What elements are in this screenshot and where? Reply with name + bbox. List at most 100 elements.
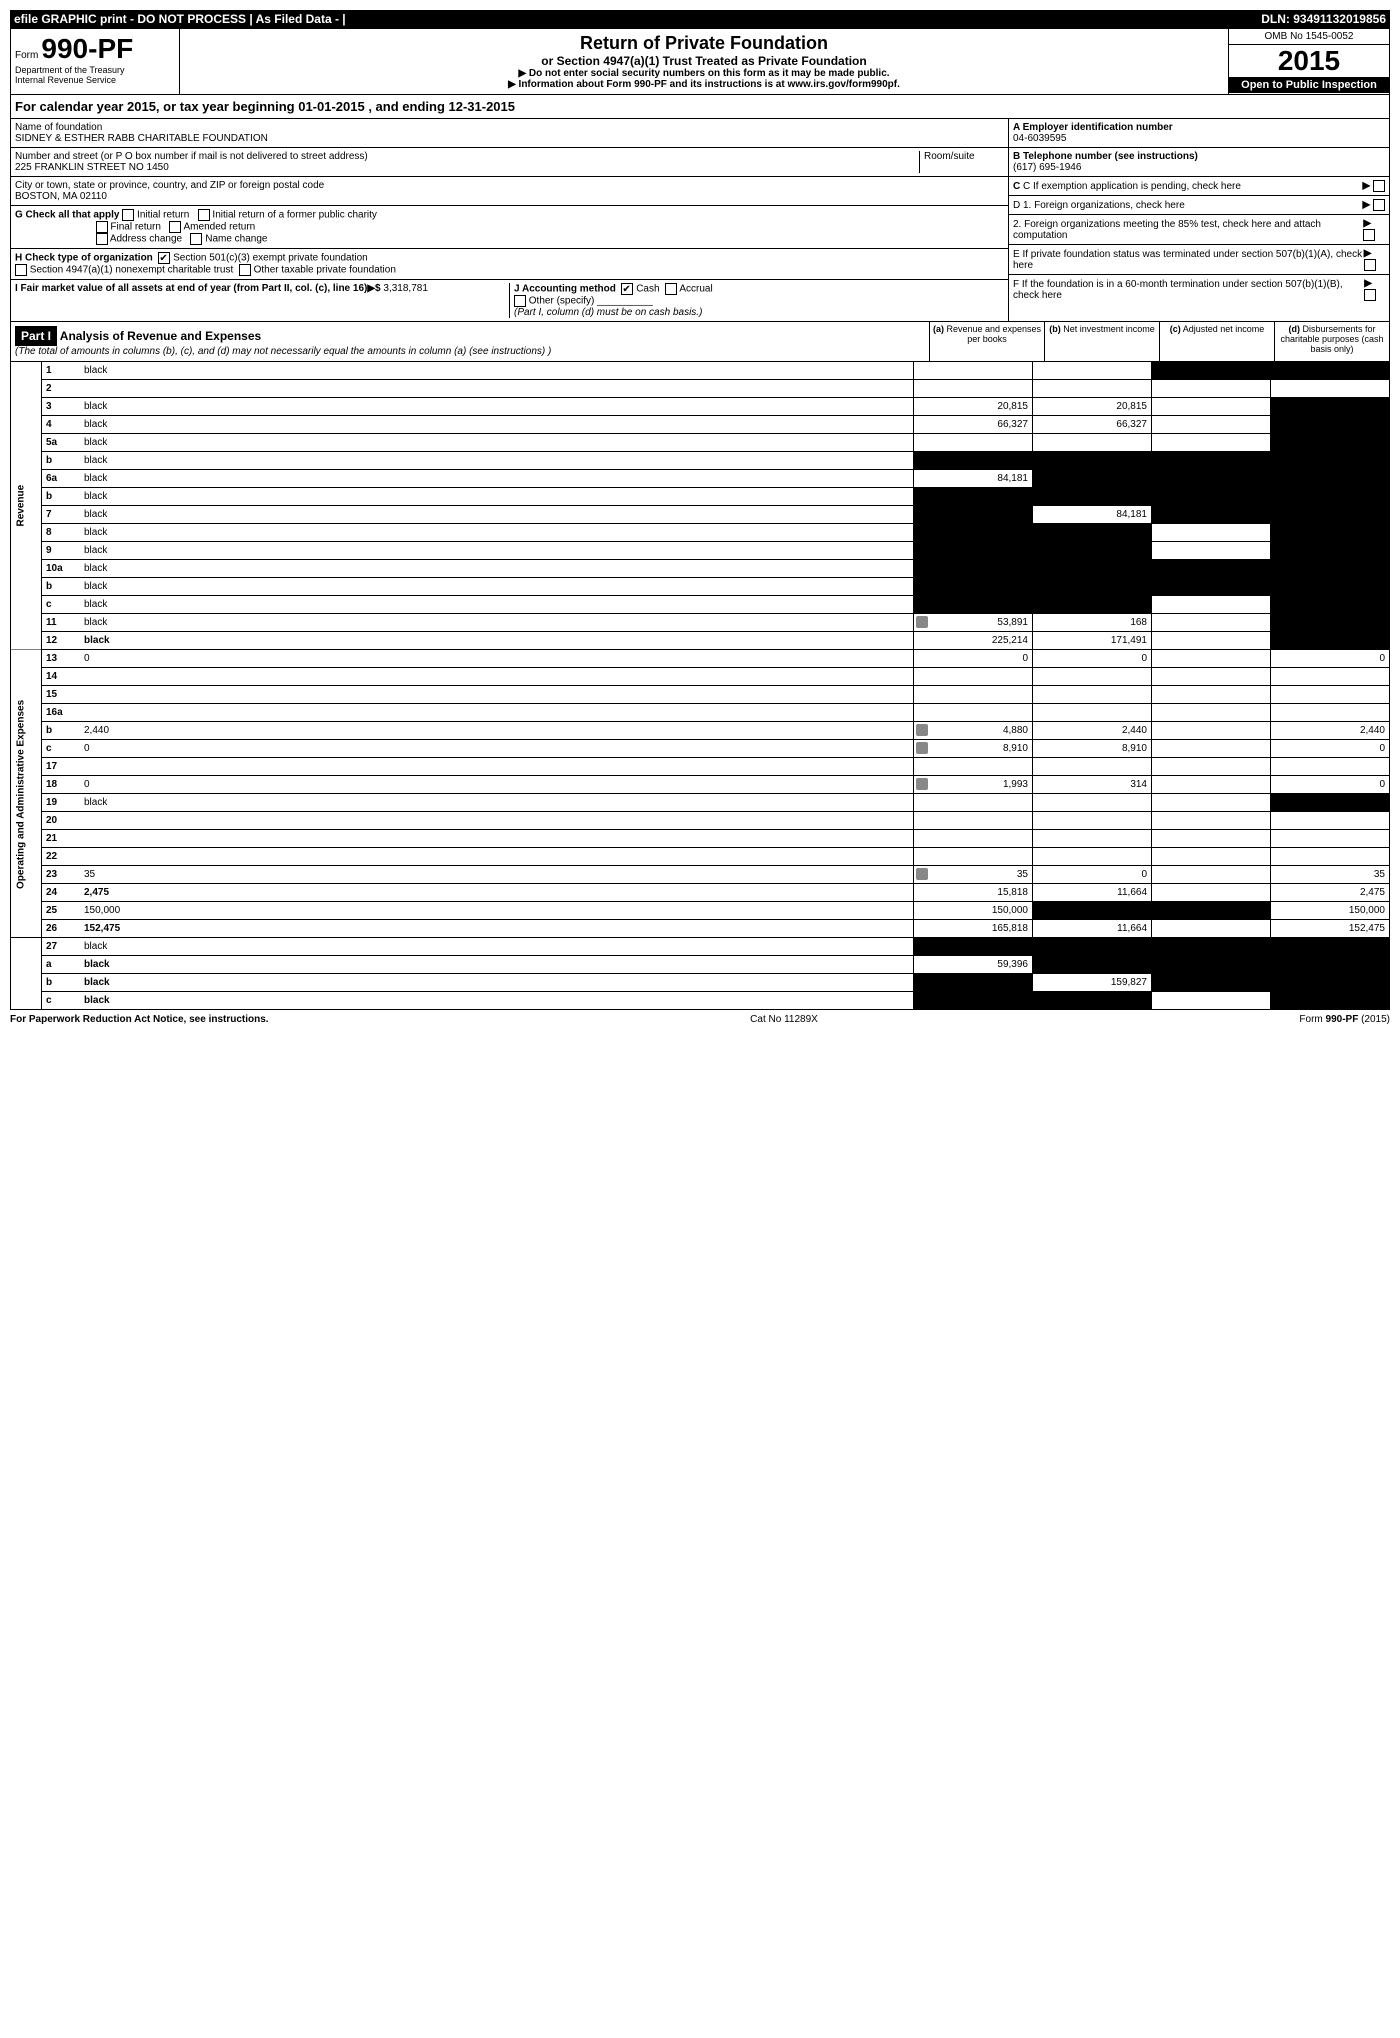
black-cell bbox=[1033, 992, 1152, 1010]
black-cell bbox=[914, 542, 1033, 560]
black-cell bbox=[1271, 416, 1390, 434]
amount-cell bbox=[1033, 812, 1152, 830]
black-cell bbox=[1152, 362, 1271, 380]
table-row: 242,47515,81811,6642,475 bbox=[11, 884, 1390, 902]
checkbox-f[interactable] bbox=[1364, 289, 1376, 301]
amount-cell: 11,664 bbox=[1033, 884, 1152, 902]
attach-icon[interactable] bbox=[916, 616, 928, 628]
line-num: 2 bbox=[42, 380, 81, 398]
checkbox-addrchg[interactable] bbox=[96, 233, 108, 245]
a-label: A Employer identification number bbox=[1013, 122, 1173, 133]
amount-cell: 84,181 bbox=[1033, 506, 1152, 524]
amount-cell bbox=[1033, 704, 1152, 722]
checkbox-c[interactable] bbox=[1373, 180, 1385, 192]
black-cell bbox=[1152, 506, 1271, 524]
b-val: (617) 695-1946 bbox=[1013, 162, 1081, 173]
line-desc: black bbox=[80, 614, 914, 632]
addr-cell: Number and street (or P O box number if … bbox=[11, 148, 1008, 177]
amount-cell: 2,440 bbox=[1033, 722, 1152, 740]
addr-val: 225 FRANKLIN STREET NO 1450 bbox=[15, 162, 915, 173]
attach-icon[interactable] bbox=[916, 778, 928, 790]
amount-cell: 59,396 bbox=[914, 956, 1033, 974]
table-row: 10ablack bbox=[11, 560, 1390, 578]
line-desc: 0 bbox=[80, 740, 914, 758]
amount-cell: 8,910 bbox=[914, 740, 1033, 758]
table-row: 2 bbox=[11, 380, 1390, 398]
attach-icon[interactable] bbox=[916, 724, 928, 736]
amount-cell bbox=[1033, 794, 1152, 812]
line-num: 22 bbox=[42, 848, 81, 866]
d1-label: D 1. Foreign organizations, check here bbox=[1013, 200, 1185, 211]
g-opt2: Final return bbox=[110, 222, 161, 233]
checkbox-4947[interactable] bbox=[15, 264, 27, 276]
h-cell: H Check type of organization ✔ Section 5… bbox=[11, 249, 1008, 280]
black-cell bbox=[1152, 578, 1271, 596]
checkbox-initial[interactable] bbox=[122, 209, 134, 221]
black-cell bbox=[1152, 488, 1271, 506]
amount-cell bbox=[1271, 812, 1390, 830]
line-desc: black bbox=[80, 488, 914, 506]
amount-cell bbox=[1152, 722, 1271, 740]
black-cell bbox=[1271, 956, 1390, 974]
checkbox-amended[interactable] bbox=[169, 221, 181, 233]
open-public: Open to Public Inspection bbox=[1229, 77, 1389, 93]
h-opt2: Section 4947(a)(1) nonexempt charitable … bbox=[30, 265, 233, 276]
part1-label: Part I bbox=[15, 326, 57, 346]
f-cell: F If the foundation is in a 60-month ter… bbox=[1009, 275, 1389, 304]
checkbox-jother[interactable] bbox=[514, 295, 526, 307]
amount-cell bbox=[1152, 434, 1271, 452]
line-desc: 152,475 bbox=[80, 920, 914, 938]
checkbox-accrual[interactable] bbox=[665, 283, 677, 295]
black-cell bbox=[1033, 488, 1152, 506]
table-row: 6ablack84,181 bbox=[11, 470, 1390, 488]
year: 2015 bbox=[1229, 45, 1389, 77]
checkbox-other-tax[interactable] bbox=[239, 264, 251, 276]
line-num: 9 bbox=[42, 542, 81, 560]
amount-cell bbox=[1152, 758, 1271, 776]
checkbox-e[interactable] bbox=[1364, 259, 1376, 271]
e-cell: E If private foundation status was termi… bbox=[1009, 245, 1389, 275]
table-row: 1801,9933140 bbox=[11, 776, 1390, 794]
table-row: 27black bbox=[11, 938, 1390, 956]
table-row: cblack bbox=[11, 992, 1390, 1010]
checkbox-namechg[interactable] bbox=[190, 233, 202, 245]
black-cell bbox=[1152, 956, 1271, 974]
line-desc bbox=[80, 668, 914, 686]
checkbox-d2[interactable] bbox=[1363, 229, 1375, 241]
dept2: Internal Revenue Service bbox=[15, 75, 175, 85]
line-desc bbox=[80, 848, 914, 866]
amount-cell: 35 bbox=[914, 866, 1033, 884]
table-row: c08,9108,9100 bbox=[11, 740, 1390, 758]
table-row: 20 bbox=[11, 812, 1390, 830]
checkbox-former[interactable] bbox=[198, 209, 210, 221]
g-opt3: Amended return bbox=[184, 222, 256, 233]
table-row: 25150,000150,000150,000 bbox=[11, 902, 1390, 920]
attach-icon[interactable] bbox=[916, 742, 928, 754]
table-row: 233535035 bbox=[11, 866, 1390, 884]
table-row: 7black84,181 bbox=[11, 506, 1390, 524]
amount-cell bbox=[1152, 920, 1271, 938]
name-cell: Name of foundation SIDNEY & ESTHER RABB … bbox=[11, 119, 1008, 148]
amount-cell bbox=[1152, 884, 1271, 902]
line-num: c bbox=[42, 740, 81, 758]
form-right: OMB No 1545-0052 2015 Open to Public Ins… bbox=[1228, 29, 1389, 94]
table-row: 17 bbox=[11, 758, 1390, 776]
checkbox-cash[interactable]: ✔ bbox=[621, 283, 633, 295]
amount-cell bbox=[1152, 398, 1271, 416]
attach-icon[interactable] bbox=[916, 868, 928, 880]
info-section: Name of foundation SIDNEY & ESTHER RABB … bbox=[10, 119, 1390, 322]
amount-cell bbox=[1152, 614, 1271, 632]
black-cell bbox=[914, 524, 1033, 542]
d1-cell: D 1. Foreign organizations, check here ▶ bbox=[1009, 196, 1389, 215]
j-other: Other (specify) bbox=[529, 296, 595, 307]
b-cell: B Telephone number (see instructions) (6… bbox=[1009, 148, 1389, 177]
part1-left: Part I Analysis of Revenue and Expenses … bbox=[11, 322, 929, 361]
checkbox-final[interactable] bbox=[96, 221, 108, 233]
amount-cell bbox=[914, 794, 1033, 812]
table-row: b2,4404,8802,4402,440 bbox=[11, 722, 1390, 740]
checkbox-d1[interactable] bbox=[1373, 199, 1385, 211]
checkbox-501c3[interactable]: ✔ bbox=[158, 252, 170, 264]
col-a-label: Revenue and expenses per books bbox=[946, 324, 1041, 344]
black-cell bbox=[914, 488, 1033, 506]
omb: OMB No 1545-0052 bbox=[1229, 29, 1389, 45]
